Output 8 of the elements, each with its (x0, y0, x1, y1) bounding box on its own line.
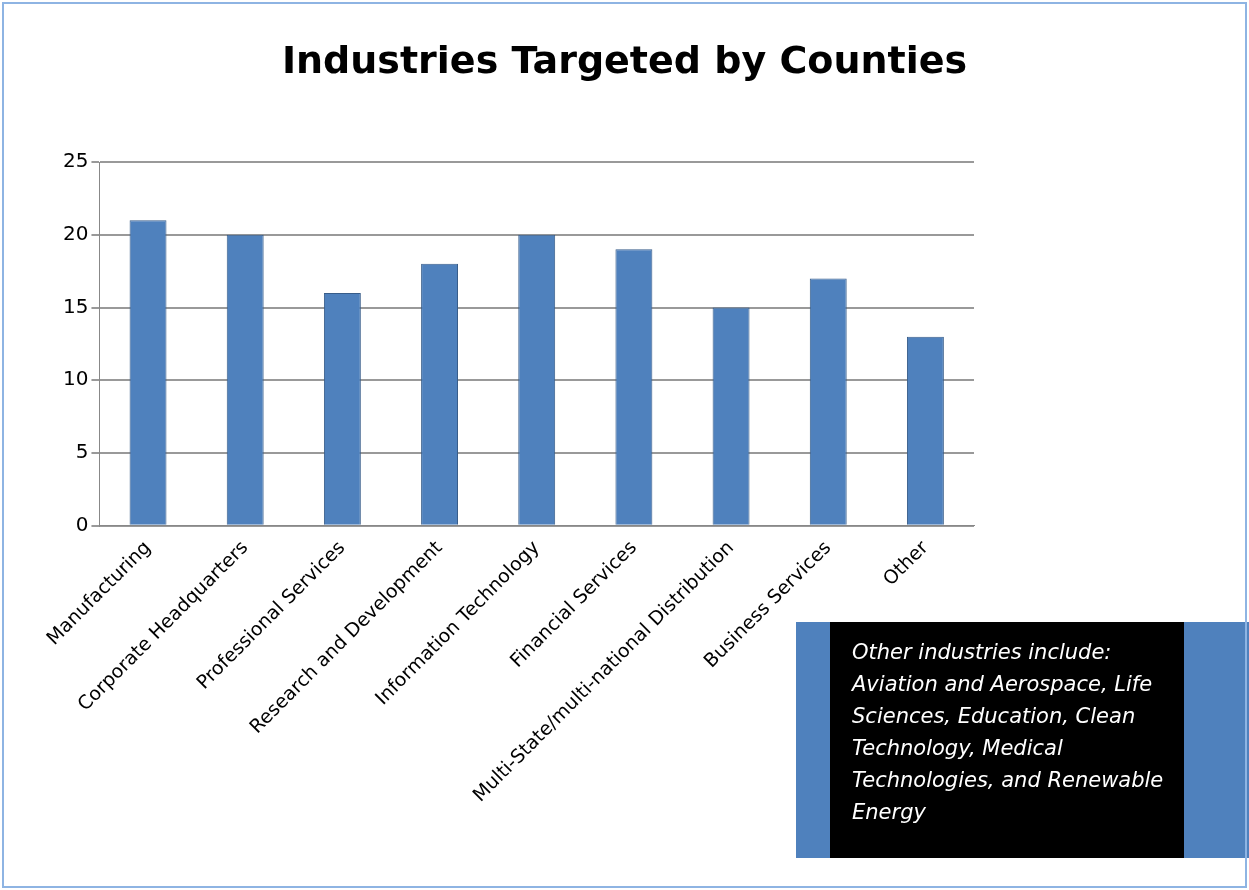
y-tick-label: 5 (75, 439, 89, 464)
y-tick-label: 20 (63, 220, 89, 245)
y-tick-label: 0 (75, 512, 89, 537)
chart-title: Industries Targeted by Counties (280, 38, 969, 82)
y-tick-label: 10 (63, 366, 89, 391)
note-box: Other industries include: Aviation and Aerospace, Life Sciences, Education, Clean Technology, Medical Technologies, and Renewable Energy (796, 622, 1249, 858)
y-tick-label: 15 (63, 293, 89, 318)
y-tick-label: 25 (63, 148, 89, 173)
